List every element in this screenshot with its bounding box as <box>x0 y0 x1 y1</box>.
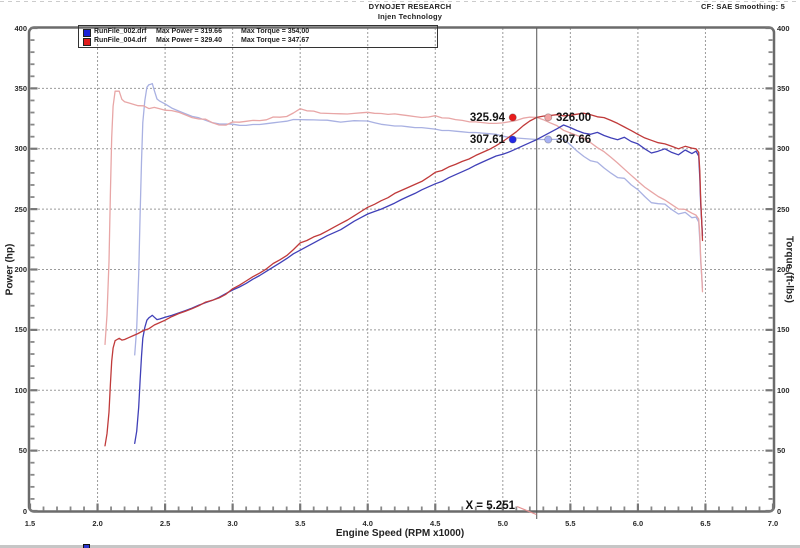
bottom-clipped-bar <box>0 543 800 548</box>
run004-max-torque: Max Torque = 347.67 <box>241 37 310 44</box>
y-tick-label-right: 350 <box>777 83 790 93</box>
correction-smoothing-info: CF: SAE Smoothing: 5 <box>701 2 785 11</box>
legend-box: RunFile_002.drf Max Power = 319.66 Max T… <box>78 25 438 48</box>
cursor-value-run002-power: 307.61 <box>469 134 505 146</box>
y-tick-label-right: 100 <box>777 385 790 395</box>
x-tick-label: 6.5 <box>700 519 711 528</box>
bottom-clipped-swatch <box>83 543 90 548</box>
run002-filename: RunFile_002.drf <box>94 28 147 35</box>
run002-max-torque: Max Torque = 354.00 <box>241 28 310 35</box>
x-tick-label: 7.0 <box>767 519 779 528</box>
x-tick-label: 4.5 <box>430 519 441 528</box>
shop-name: Injen Technology <box>377 12 443 21</box>
y-tick-label-left: 350 <box>14 83 27 93</box>
cursor-value-run004-torque: 326.00 <box>556 112 592 124</box>
run004-color-swatch <box>83 38 91 46</box>
y-tick-label-left: 100 <box>14 385 27 395</box>
cursor-x-label: X = 5.251 <box>465 500 515 512</box>
x-tick-label: 1.5 <box>24 519 36 528</box>
x-tick-label: 2.0 <box>92 519 103 528</box>
cursor-label-pointer <box>516 505 537 516</box>
x-tick-label: 2.5 <box>159 519 171 528</box>
cursor-dot-RunFile_004.drf-torque <box>544 113 553 122</box>
cursor-dot-RunFile_002.drf-torque <box>544 135 553 144</box>
series-1 <box>104 112 704 447</box>
y-tick-label-left: 300 <box>14 144 27 154</box>
y-tick-label-right: 0 <box>777 506 782 516</box>
series-3 <box>104 90 704 346</box>
y-tick-label-right: 50 <box>777 446 786 456</box>
x-tick-label: 3.5 <box>294 519 306 528</box>
y-tick-label-left: 250 <box>14 204 27 214</box>
run002-max-power: Max Power = 319.66 <box>156 28 222 35</box>
y-tick-label-right: 250 <box>777 204 790 214</box>
app-title: DYNOJET RESEARCH <box>368 2 452 11</box>
cursor-value-run002-torque: 307.66 <box>556 134 592 146</box>
y-tick-label-left: 50 <box>18 446 27 456</box>
x-tick-label: 5.5 <box>565 519 576 528</box>
cursor-dot-RunFile_002.drf-power <box>508 135 517 144</box>
y-tick-label-left: 0 <box>22 506 27 516</box>
run004-filename: RunFile_004.drf <box>94 37 147 44</box>
axis-frame <box>27 26 776 513</box>
legend-row-runfile-002[interactable]: RunFile_002.drf Max Power = 319.66 Max T… <box>79 28 437 37</box>
x-tick-label: 6.0 <box>632 519 644 528</box>
y-tick-label-right: 200 <box>777 265 790 274</box>
legend-row-runfile-004[interactable]: RunFile_004.drf Max Power = 329.40 Max T… <box>79 37 437 46</box>
x-tick-label: 3.0 <box>227 519 238 528</box>
y-tick-label-right: 400 <box>777 23 790 33</box>
series-2 <box>134 82 704 356</box>
y-tick-label-right: 150 <box>777 325 790 335</box>
x-tick-label: 4.0 <box>362 519 373 528</box>
x-axis-title: Engine Speed (RPM x1000) <box>335 528 465 539</box>
y-tick-label-left: 200 <box>14 265 27 274</box>
y-tick-label-right: 300 <box>777 144 790 154</box>
run004-max-power: Max Power = 329.40 <box>156 37 222 44</box>
series-0 <box>134 124 704 445</box>
y-tick-label-left: 150 <box>14 325 27 335</box>
x-tick-label: 5.0 <box>497 519 509 528</box>
cursor-value-run004-power: 325.94 <box>469 112 505 124</box>
cursor-dot-RunFile_004.drf-power <box>508 113 517 122</box>
y-tick-label-left: 400 <box>14 23 27 33</box>
run002-color-swatch <box>83 29 91 37</box>
